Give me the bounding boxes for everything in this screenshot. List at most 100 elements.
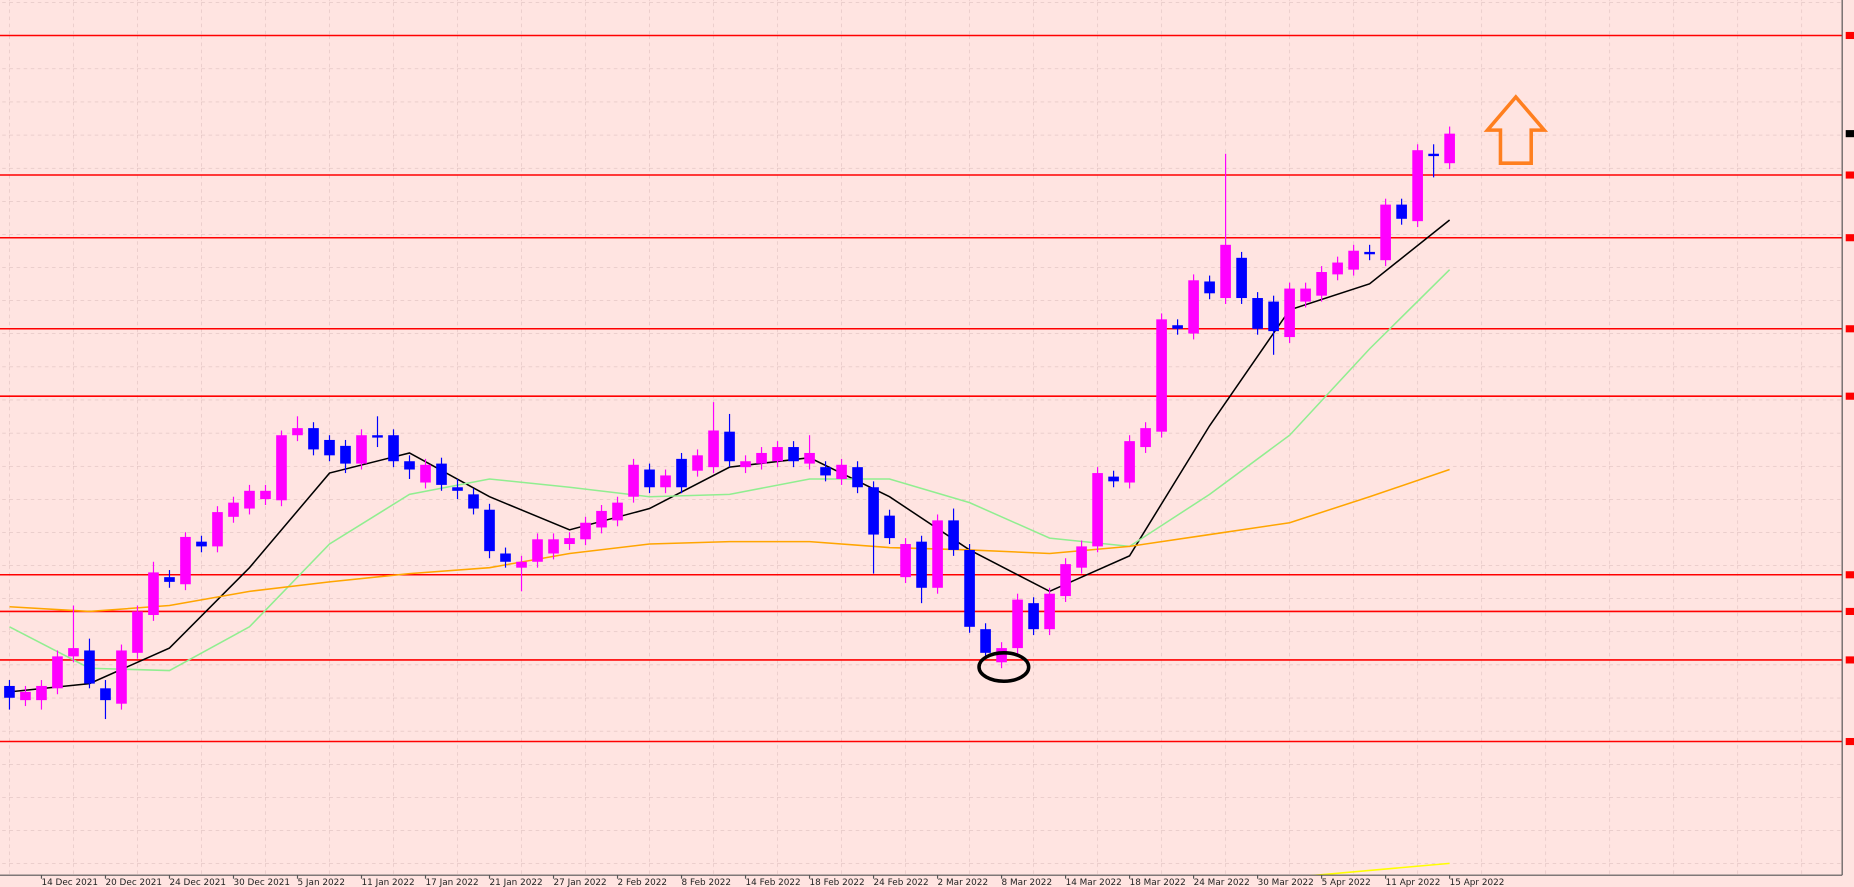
moving-average <box>1307 862 1450 876</box>
level-marker <box>1845 234 1854 242</box>
moving-average <box>9 269 1451 672</box>
candle-body <box>1316 272 1327 296</box>
level-marker <box>1845 656 1854 664</box>
candle-body <box>644 469 655 488</box>
level-marker <box>1845 392 1854 400</box>
x-tick-label: 14 Mar 2022 <box>1066 878 1122 887</box>
candle-body <box>1444 133 1455 164</box>
candle-body <box>596 510 607 528</box>
level-marker <box>1845 325 1854 333</box>
x-tick-label: 11 Apr 2022 <box>1386 878 1441 887</box>
candle-body <box>356 435 367 464</box>
candle-body <box>164 577 175 582</box>
candle-body <box>1396 204 1407 219</box>
x-tick-label: 17 Jan 2022 <box>426 878 479 887</box>
candle-body <box>1172 325 1183 329</box>
plot-area <box>0 34 1843 876</box>
candle-body <box>132 611 143 653</box>
up-arrow-annotation <box>1483 94 1549 165</box>
candle-body <box>964 549 975 627</box>
candle-body <box>516 561 527 568</box>
current-price-marker <box>1845 130 1854 138</box>
candle-body <box>612 502 623 521</box>
x-tick-label: 8 Feb 2022 <box>682 878 732 887</box>
candle-body <box>948 520 959 550</box>
candle-body <box>1364 251 1375 255</box>
candle-body <box>1124 441 1135 483</box>
candle-body <box>244 490 255 509</box>
level-marker <box>1845 607 1854 615</box>
candle-body <box>436 463 447 485</box>
candle-body <box>100 688 111 701</box>
candle-body <box>212 512 223 547</box>
x-tick-label: 24 Mar 2022 <box>1194 878 1250 887</box>
candle-body <box>84 650 95 684</box>
level-marker <box>1845 737 1854 746</box>
x-tick-label: 20 Dec 2021 <box>105 878 162 887</box>
x-tick-label: 11 Jan 2022 <box>361 878 414 887</box>
x-tick-label: 8 Mar 2022 <box>1002 878 1053 887</box>
candle-body <box>292 428 303 436</box>
candle-body <box>1428 153 1439 157</box>
candle-body <box>68 648 79 657</box>
candle-body <box>500 553 511 562</box>
candle-body <box>4 685 15 698</box>
x-tick-label: 5 Apr 2022 <box>1322 878 1371 887</box>
x-tick-label: 24 Dec 2021 <box>169 878 226 887</box>
candle-body <box>660 475 671 488</box>
candle-body <box>996 648 1007 663</box>
candle-body <box>1044 593 1055 630</box>
candle-body <box>932 520 943 588</box>
candle-body <box>196 541 207 547</box>
candle-body <box>916 541 927 588</box>
candle-body <box>20 691 31 701</box>
x-tick-label: 2 Feb 2022 <box>618 878 668 887</box>
candle-body <box>420 464 431 483</box>
candle-body <box>52 656 63 689</box>
candle-body <box>1108 476 1119 482</box>
candle-body <box>148 572 159 615</box>
candle-body <box>724 431 735 462</box>
candle-body <box>868 487 879 535</box>
candle-body <box>692 455 703 471</box>
candle-body <box>1268 301 1279 332</box>
candle-body <box>1348 250 1359 270</box>
candle-body <box>564 538 575 545</box>
x-tick-label: 30 Mar 2022 <box>1258 878 1314 887</box>
x-tick-label: 27 Jan 2022 <box>554 878 607 887</box>
candle-body <box>340 445 351 464</box>
x-tick-label: 14 Dec 2021 <box>41 878 98 887</box>
candle-body <box>1300 288 1311 302</box>
x-tick-label: 14 Feb 2022 <box>746 878 801 887</box>
candle-body <box>580 522 591 540</box>
candle-body <box>308 428 319 450</box>
candle-body <box>1332 262 1343 275</box>
candle-body <box>484 509 495 552</box>
candle-body <box>468 494 479 509</box>
candle-body <box>260 490 271 500</box>
candle-body <box>116 650 127 704</box>
candle-body <box>276 435 287 501</box>
candle-body <box>1060 564 1071 597</box>
level-marker <box>1845 571 1854 579</box>
candle-body <box>852 467 863 488</box>
x-tick-label: 30 Dec 2021 <box>233 878 290 887</box>
candle-body <box>628 464 639 497</box>
candle-body <box>836 464 847 479</box>
candle-body <box>228 502 239 517</box>
candle-body <box>1076 546 1087 568</box>
candle-body <box>708 430 719 468</box>
candle-body <box>180 536 191 585</box>
candle-body <box>980 629 991 653</box>
moving-average <box>9 468 1450 613</box>
x-tick-label: 18 Feb 2022 <box>810 878 865 887</box>
candle-body <box>1188 280 1199 334</box>
candle-body <box>756 452 767 464</box>
candle-body <box>404 461 415 470</box>
x-tick-label: 18 Mar 2022 <box>1130 878 1186 887</box>
x-tick-label: 21 Jan 2022 <box>490 878 543 887</box>
axes: 14 Dec 2021 20 Dec 2021 24 Dec 2021 30 Dec … <box>40 31 1854 887</box>
level-marker <box>1845 31 1854 40</box>
